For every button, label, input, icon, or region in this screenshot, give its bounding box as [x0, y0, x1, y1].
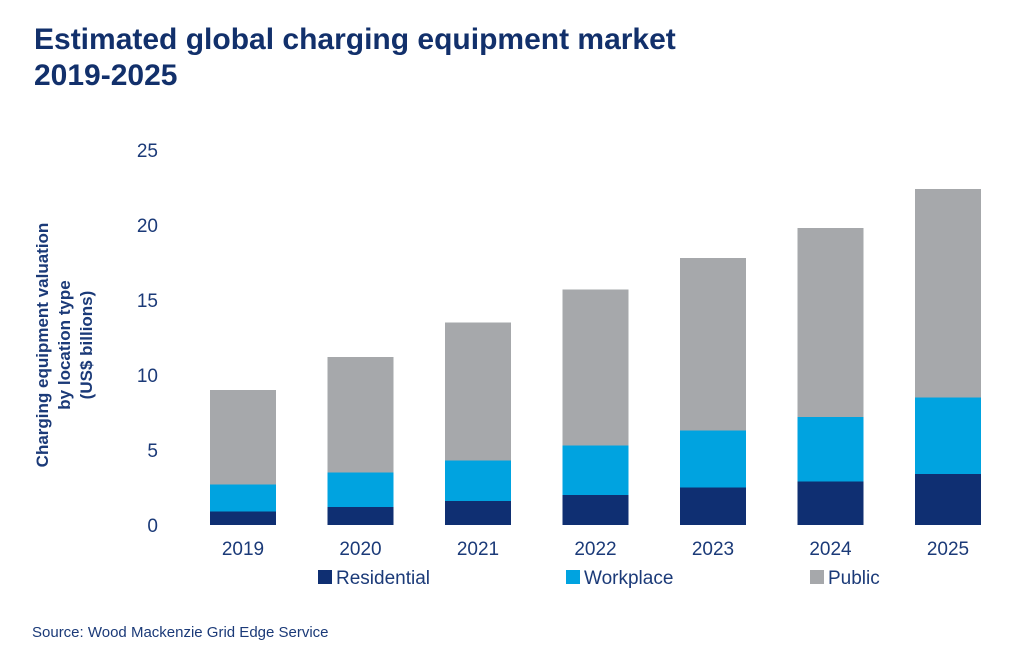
legend-label-public: Public: [828, 568, 880, 589]
y-tick-label: 15: [137, 291, 158, 312]
bar-segment-public: [797, 228, 864, 417]
bar-segment-public: [210, 390, 276, 485]
chart-title: Estimated global charging equipment mark…: [34, 22, 676, 94]
bar-segment-workplace: [797, 417, 864, 482]
bar-segment-workplace: [210, 484, 276, 512]
legend-label-workplace: Workplace: [584, 568, 673, 589]
legend-label-residential: Residential: [336, 568, 430, 589]
x-tick-label: 2025: [927, 539, 969, 560]
bar-segment-residential: [680, 487, 746, 525]
bar-segment-public: [327, 357, 394, 473]
source-note: Source: Wood Mackenzie Grid Edge Service: [32, 624, 329, 641]
y-axis-label-line: Charging equipment valuation: [33, 223, 52, 468]
legend-swatch-workplace: [566, 570, 580, 584]
bar-segment-workplace: [680, 430, 746, 488]
bar-segment-residential: [562, 495, 629, 525]
bar-segment-public: [562, 289, 629, 446]
bar-segment-public: [445, 322, 511, 461]
x-tick-label: 2023: [692, 539, 734, 560]
bar-segment-residential: [797, 481, 864, 525]
x-tick-label: 2021: [457, 539, 499, 560]
bar-segment-residential: [915, 474, 981, 525]
x-tick-label: 2024: [809, 539, 852, 560]
y-tick-label: 5: [147, 441, 158, 462]
chart-title-line-2: 2019-2025: [34, 59, 178, 92]
bar-segment-residential: [445, 501, 511, 525]
x-tick-label: 2019: [222, 539, 264, 560]
bar-segment-workplace: [562, 445, 629, 495]
x-tick-label: 2020: [339, 539, 381, 560]
bar-segment-public: [915, 189, 981, 398]
y-tick-label: 0: [147, 516, 158, 537]
y-tick-label: 25: [137, 141, 158, 162]
bar-segment-residential: [327, 507, 394, 525]
bar-segment-public: [680, 258, 746, 431]
bar-segment-workplace: [915, 397, 981, 474]
x-tick-label: 2022: [574, 539, 616, 560]
legend-swatch-public: [810, 570, 824, 584]
y-tick-label: 10: [137, 366, 158, 387]
bar-segment-workplace: [327, 472, 394, 507]
bar-segment-workplace: [445, 460, 511, 501]
legend-swatch-residential: [318, 570, 332, 584]
y-axis-label-line: (US$ billions): [77, 291, 96, 400]
chart-title-line-1: Estimated global charging equipment mark…: [34, 23, 676, 56]
y-tick-label: 20: [137, 216, 158, 237]
y-axis-label-line: by location type: [55, 280, 74, 409]
bar-segment-residential: [210, 511, 276, 525]
